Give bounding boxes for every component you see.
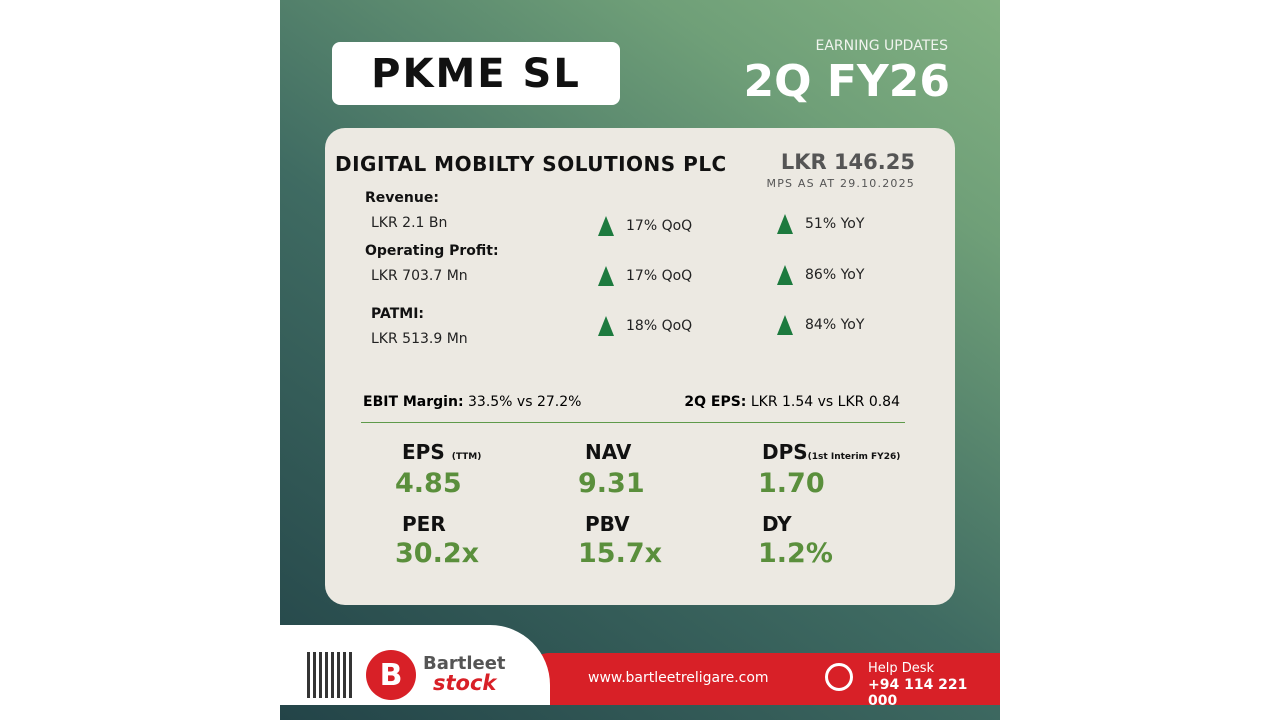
qoq-value: 18% QoQ	[626, 318, 693, 334]
yoy-change: 51% YoY	[777, 214, 864, 234]
ratio-name: EPS	[402, 440, 445, 464]
qoq-value: 17% QoQ	[626, 268, 693, 284]
yoy-change: 86% YoY	[777, 265, 864, 285]
metric-value: LKR 703.7 Mn	[371, 268, 468, 284]
quarter-title: 2Q FY26	[743, 56, 951, 107]
ratio-name: DPS	[762, 440, 808, 464]
ratio-label: DY	[762, 512, 792, 536]
yoy-value: 86% YoY	[805, 267, 865, 283]
metric-label: PATMI:	[371, 306, 425, 322]
yoy-change: 84% YoY	[777, 315, 864, 335]
divider	[361, 422, 905, 423]
up-arrow-icon	[777, 214, 793, 234]
footer-red-band	[520, 653, 1000, 705]
quarter-eps-value: LKR 1.54 vs LKR 0.84	[750, 394, 900, 410]
up-arrow-icon	[777, 265, 793, 285]
up-arrow-icon	[598, 316, 614, 336]
ticker-badge: PKME SL	[332, 42, 620, 105]
help-desk-label: Help Desk	[868, 661, 935, 676]
footer: B Bartleet stock www.bartleetreligare.co…	[280, 625, 1000, 720]
price-date: MPS AS AT 29.10.2025	[766, 177, 915, 190]
yoy-value: 51% YoY	[805, 216, 865, 232]
ratio-note: (1st Interim FY26)	[807, 452, 901, 462]
bartleet-logo-icon: B	[366, 650, 416, 700]
qr-code-icon[interactable]	[307, 652, 353, 698]
ratio-name: NAV	[585, 440, 632, 464]
qoq-value: 17% QoQ	[626, 218, 693, 234]
qoq-change: 17% QoQ	[598, 266, 692, 286]
quarter-eps: 2Q EPS: LKR 1.54 vs LKR 0.84	[684, 394, 900, 410]
ratio-note: (TTM)	[451, 452, 482, 462]
website-link[interactable]: www.bartleetreligare.com	[588, 670, 769, 686]
brand-name: Bartleet	[423, 653, 506, 674]
metric-value: LKR 2.1 Bn	[371, 215, 448, 231]
metric-label: Revenue:	[365, 190, 439, 206]
up-arrow-icon	[777, 315, 793, 335]
quarter-eps-label: 2Q EPS:	[684, 394, 747, 410]
results-card: DIGITAL MOBILTY SOLUTIONS PLC LKR 146.25…	[325, 128, 955, 605]
company-name: DIGITAL MOBILTY SOLUTIONS PLC	[335, 152, 727, 176]
ratio-value: 1.2%	[758, 538, 833, 569]
ratio-value: 15.7x	[578, 538, 663, 569]
ratio-value: 9.31	[578, 468, 645, 499]
yoy-value: 84% YoY	[805, 317, 865, 333]
up-arrow-icon	[598, 216, 614, 236]
qoq-change: 18% QoQ	[598, 316, 692, 336]
ebit-value: 33.5% vs 27.2%	[468, 394, 582, 410]
brand-subname: stock	[433, 671, 497, 695]
ebit-label: EBIT Margin:	[363, 394, 464, 410]
earnings-poster: PKME SL EARNING UPDATES 2Q FY26 DIGITAL …	[280, 0, 1000, 720]
share-price: LKR 146.25	[780, 150, 915, 174]
poster-subtitle: EARNING UPDATES	[815, 38, 948, 54]
ratio-name: PER	[402, 512, 446, 536]
ebit-margin: EBIT Margin: 33.5% vs 27.2%	[363, 394, 581, 410]
up-arrow-icon	[598, 266, 614, 286]
qoq-change: 17% QoQ	[598, 216, 692, 236]
headset-icon	[825, 663, 853, 691]
ratio-value: 1.70	[758, 468, 825, 499]
ratio-label: NAV	[585, 440, 631, 464]
ratio-label: PBV	[585, 512, 630, 536]
help-desk-phone[interactable]: +94 114 221 000	[868, 677, 968, 709]
ratio-label: PER	[402, 512, 446, 536]
ratio-label: EPS (TTM)	[402, 440, 481, 464]
ratio-name: DY	[762, 512, 792, 536]
ratio-label: DPS(1st Interim FY26)	[762, 440, 900, 464]
ratio-value: 30.2x	[395, 538, 480, 569]
ratio-name: PBV	[585, 512, 630, 536]
ratio-value: 4.85	[395, 468, 462, 499]
metric-label: Operating Profit:	[365, 243, 499, 259]
metric-value: LKR 513.9 Mn	[371, 331, 468, 347]
